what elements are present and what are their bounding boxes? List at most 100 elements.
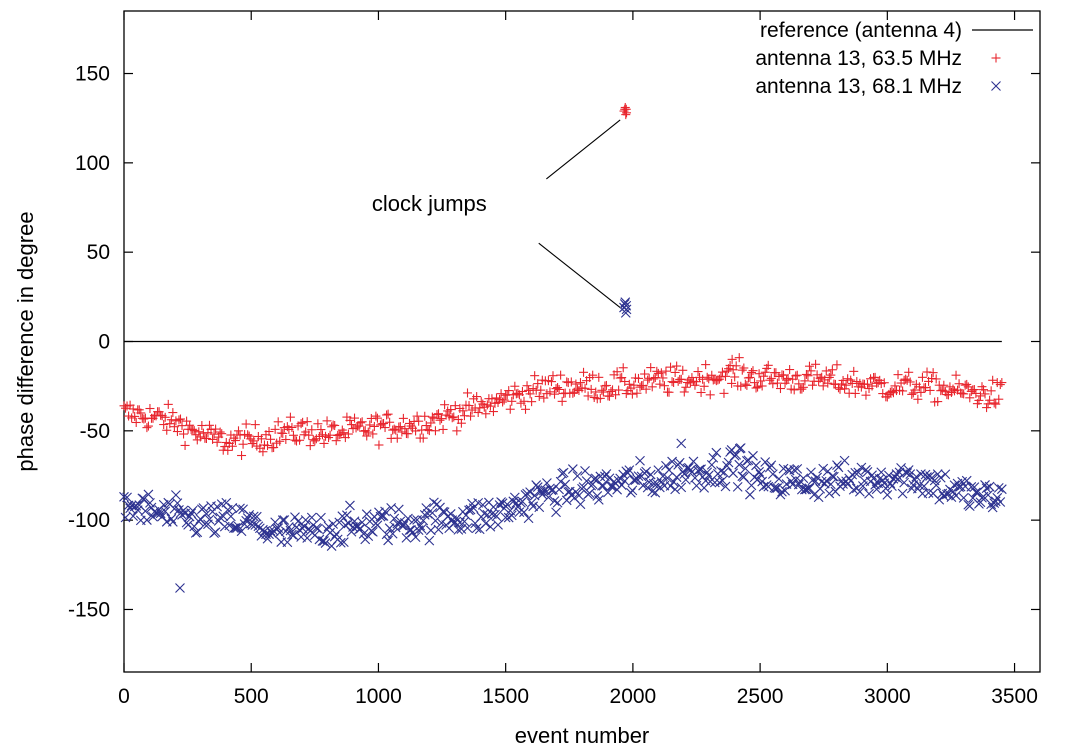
- marker-stroke: [964, 501, 975, 512]
- data-point: [488, 407, 498, 417]
- data-point: [320, 538, 331, 548]
- data-point: [126, 500, 137, 511]
- data-point: [879, 378, 889, 388]
- data-point: [919, 481, 929, 492]
- data-point: [456, 418, 466, 428]
- data-point: [296, 419, 306, 429]
- marker-stroke: [285, 525, 296, 536]
- data-point: [128, 511, 139, 522]
- data-point: [236, 526, 247, 537]
- marker-stroke: [137, 493, 148, 504]
- legend: reference (antenna 4) antenna 13, 63.5 MH…: [755, 19, 1033, 98]
- data-point: [335, 537, 346, 548]
- marker-stroke: [638, 480, 648, 491]
- marker-stroke: [887, 481, 897, 492]
- data-point: [885, 478, 896, 489]
- marker-stroke: [320, 538, 331, 548]
- data-point: [462, 523, 473, 533]
- data-point: [813, 492, 824, 503]
- data-point: [792, 370, 802, 380]
- marker-stroke: [916, 469, 926, 479]
- y-tick-label: -100: [68, 509, 110, 532]
- data-point: [456, 524, 467, 534]
- data-point: [389, 424, 399, 434]
- marker-stroke: [288, 530, 299, 541]
- data-point: [363, 427, 373, 437]
- data-point: [780, 485, 790, 496]
- data-point: [807, 475, 818, 486]
- marker-stroke: [551, 507, 561, 518]
- data-point: [694, 464, 705, 475]
- data-point: [856, 462, 867, 473]
- marker-stroke: [825, 479, 836, 490]
- data-point: [270, 517, 281, 528]
- data-point: [426, 418, 436, 428]
- data-point: [818, 463, 829, 474]
- marker-stroke: [406, 525, 416, 535]
- data-point: [532, 482, 543, 492]
- data-point: [971, 388, 981, 398]
- data-point: [965, 393, 975, 403]
- marker-stroke: [928, 488, 939, 499]
- data-point: [235, 503, 245, 514]
- marker-stroke: [703, 470, 714, 481]
- data-point: [730, 372, 740, 382]
- data-point: [204, 420, 214, 430]
- marker-stroke: [230, 523, 241, 533]
- marker-stroke: [778, 463, 789, 474]
- data-point: [995, 380, 1005, 390]
- data-point: [479, 508, 490, 519]
- marker-stroke: [541, 478, 552, 488]
- data-point: [832, 360, 842, 370]
- data-point: [606, 386, 616, 396]
- data-point: [870, 372, 880, 382]
- y-tick-label: 150: [75, 63, 110, 86]
- data-point: [836, 476, 847, 486]
- data-point: [566, 377, 576, 387]
- data-point: [172, 498, 183, 508]
- marker-stroke: [427, 508, 438, 518]
- marker-stroke: [620, 308, 631, 318]
- data-point: [317, 536, 328, 546]
- data-point: [307, 425, 317, 435]
- data-point: [783, 373, 793, 383]
- data-point: [731, 449, 742, 460]
- marker-stroke: [164, 499, 175, 509]
- data-point: [983, 399, 993, 409]
- data-point: [652, 366, 662, 376]
- marker-stroke: [201, 509, 212, 519]
- data-point: [201, 434, 211, 444]
- data-point: [962, 379, 972, 389]
- marker-stroke: [453, 524, 464, 535]
- data-point: [678, 365, 688, 375]
- marker-stroke: [581, 476, 592, 486]
- data-point: [586, 384, 596, 394]
- data-point: [722, 366, 732, 376]
- marker-stroke: [632, 474, 642, 484]
- data-point: [853, 467, 864, 478]
- marker-stroke: [790, 474, 801, 485]
- marker-stroke: [763, 481, 774, 492]
- data-point: [180, 440, 190, 450]
- data-point: [635, 455, 645, 466]
- marker-stroke: [465, 504, 476, 515]
- data-point: [974, 395, 984, 405]
- data-point: [140, 506, 151, 516]
- data-point: [143, 489, 154, 500]
- marker-stroke: [190, 528, 201, 538]
- data-point: [824, 488, 835, 499]
- data-point: [758, 481, 769, 492]
- data-point: [248, 511, 259, 522]
- data-point: [742, 380, 752, 390]
- marker-stroke: [477, 499, 488, 510]
- data-point: [627, 485, 638, 496]
- data-point: [803, 371, 813, 381]
- data-point: [601, 469, 612, 479]
- marker-stroke: [720, 481, 731, 492]
- data-point: [734, 353, 744, 363]
- marker-stroke: [578, 482, 589, 492]
- data-point: [398, 520, 409, 531]
- data-point: [959, 389, 969, 399]
- marker-stroke: [935, 472, 946, 483]
- marker-stroke: [532, 482, 543, 492]
